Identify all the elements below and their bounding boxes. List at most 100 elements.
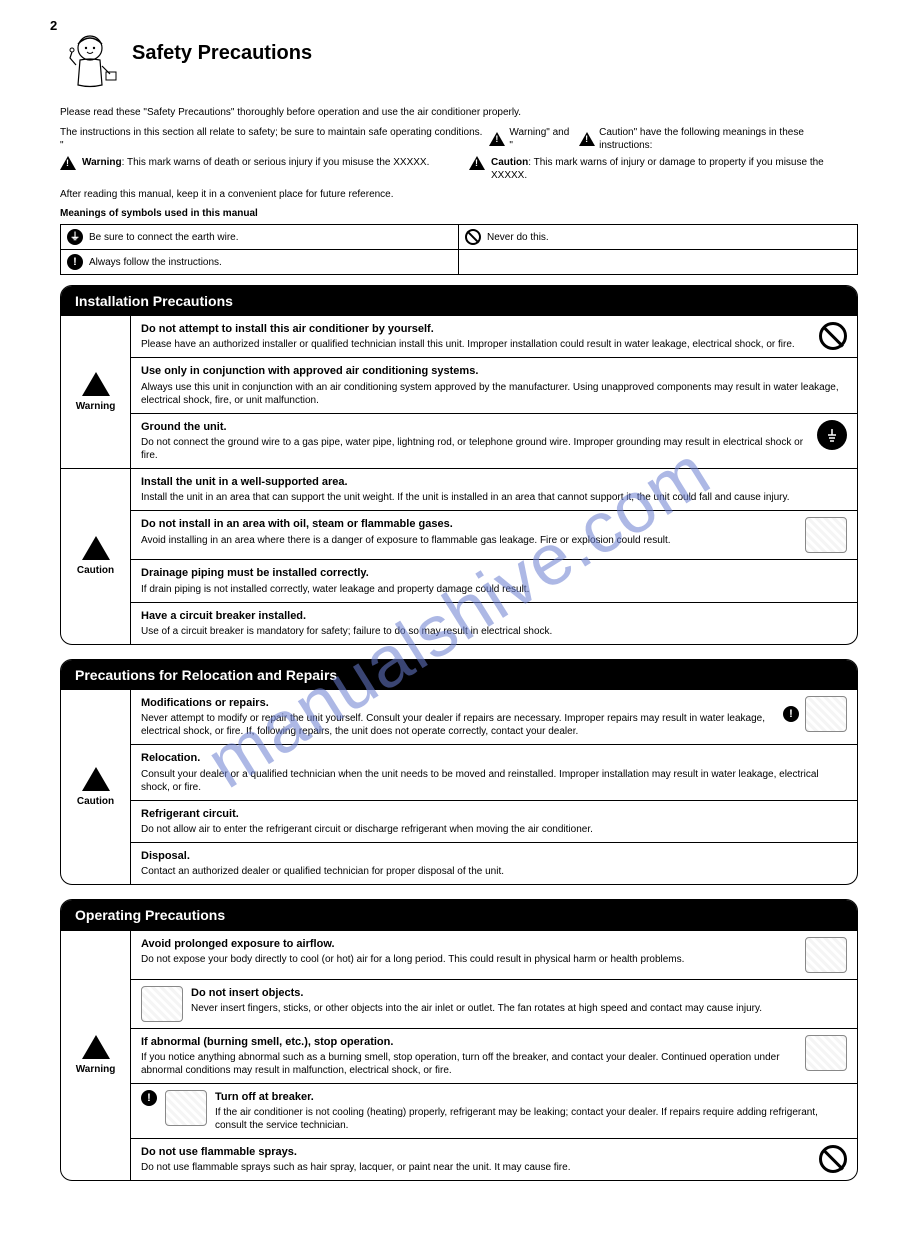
op-row: ! Turn off at breaker.If the air conditi… bbox=[131, 1084, 857, 1139]
row-heading: Have a circuit breaker installed. bbox=[141, 609, 847, 623]
op-row: If abnormal (burning smell, etc.), stop … bbox=[131, 1029, 857, 1084]
caution-side: Caution bbox=[61, 690, 131, 884]
warning-triangle-icon bbox=[82, 1035, 110, 1059]
follow-icon: ! bbox=[783, 706, 799, 722]
airflow-illustration bbox=[805, 937, 847, 973]
intro-suffix: Caution" have the following meanings in … bbox=[599, 126, 858, 152]
op-row: Avoid prolonged exposure to airflow. Do n… bbox=[131, 931, 857, 980]
symbol-meanings-table: ⏚ Be sure to connect the earth wire. Nev… bbox=[60, 224, 858, 275]
reloc-row: Modifications or repairs. Never attempt t… bbox=[131, 690, 857, 745]
relocation-panel: Precautions for Relocation and Repairs C… bbox=[60, 659, 858, 885]
install-row: Do not install in an area with oil, stea… bbox=[131, 511, 857, 560]
row-body: Always use this unit in conjunction with… bbox=[141, 381, 847, 407]
row-heading: If abnormal (burning smell, etc.), stop … bbox=[141, 1035, 797, 1049]
warning-triangle-icon bbox=[489, 132, 505, 146]
row-body: Please have an authorized installer or q… bbox=[141, 338, 811, 351]
installation-header: Installation Precautions bbox=[61, 286, 857, 316]
row-heading: Disposal. bbox=[141, 849, 847, 863]
install-row: Do not attempt to install this air condi… bbox=[131, 316, 857, 358]
caution-label: Caution bbox=[77, 564, 114, 577]
breaker-off-illustration bbox=[165, 1090, 207, 1126]
operating-panel: Operating Precautions Warning Avoid prol… bbox=[60, 899, 858, 1181]
caution-def: This mark warns of injury or damage to p… bbox=[491, 157, 824, 181]
caution-triangle-icon bbox=[82, 767, 110, 791]
follow-icon: ! bbox=[67, 254, 83, 270]
reloc-row: Disposal. Contact an authorized dealer or… bbox=[131, 843, 857, 884]
install-row: Use only in conjunction with approved ai… bbox=[131, 358, 857, 413]
caution-triangle-icon bbox=[579, 132, 595, 146]
ground-text: Be sure to connect the earth wire. bbox=[89, 231, 239, 244]
row-heading: Avoid prolonged exposure to airflow. bbox=[141, 937, 797, 951]
row-body: Avoid installing in an area where there … bbox=[141, 534, 797, 547]
row-heading: Do not use flammable sprays. bbox=[141, 1145, 811, 1159]
never-text: Never do this. bbox=[487, 231, 549, 244]
gas-illustration bbox=[805, 517, 847, 553]
row-heading: Relocation. bbox=[141, 751, 847, 765]
caution-triangle-icon bbox=[82, 536, 110, 560]
warning-label: Warning bbox=[76, 1063, 116, 1076]
install-row: Drainage piping must be installed correc… bbox=[131, 560, 857, 602]
row-body: If the air conditioner is not cooling (h… bbox=[215, 1106, 847, 1132]
install-row: Ground the unit. Do not connect the groun… bbox=[131, 414, 857, 468]
warning-side: Warning bbox=[61, 931, 131, 1181]
row-heading: Do not insert objects. bbox=[191, 986, 847, 1000]
caution-label: Caution bbox=[77, 795, 114, 808]
definitions: Warning: This mark warns of death or ser… bbox=[60, 156, 858, 182]
prohibit-icon bbox=[465, 229, 481, 245]
warning-def: This mark warns of death or serious inju… bbox=[127, 157, 429, 168]
row-heading: Refrigerant circuit. bbox=[141, 807, 847, 821]
install-row: Have a circuit breaker installed.Use of … bbox=[131, 603, 857, 644]
meaning-ground: ⏚ Be sure to connect the earth wire. bbox=[61, 225, 459, 250]
intro-mid: Warning" and " bbox=[509, 126, 575, 152]
follow-text: Always follow the instructions. bbox=[89, 256, 222, 269]
meaning-empty bbox=[459, 250, 857, 274]
warning-icon bbox=[60, 156, 76, 170]
after-reading: After reading this manual, keep it in a … bbox=[60, 188, 858, 202]
symbols-heading: Meanings of symbols used in this manual bbox=[60, 207, 858, 220]
ground-icon bbox=[817, 420, 847, 450]
breaker-illustration bbox=[805, 696, 847, 732]
prohibit-icon bbox=[819, 1145, 847, 1173]
row-heading: Use only in conjunction with approved ai… bbox=[141, 364, 847, 378]
caution-icon bbox=[469, 156, 485, 170]
operating-header: Operating Precautions bbox=[61, 900, 857, 930]
intro-prefix: The instructions in this section all rel… bbox=[60, 126, 485, 152]
page-title: Safety Precautions bbox=[132, 40, 312, 66]
row-heading: Drainage piping must be installed correc… bbox=[141, 566, 847, 580]
insert-illustration bbox=[141, 986, 183, 1022]
installation-panel: Installation Precautions Warning Do not … bbox=[60, 285, 858, 645]
row-heading: Turn off at breaker. bbox=[215, 1090, 847, 1104]
caution-side: Caution bbox=[61, 469, 131, 644]
row-body: Do not connect the ground wire to a gas … bbox=[141, 436, 809, 462]
row-body: Do not expose your body directly to cool… bbox=[141, 953, 797, 966]
smell-illustration bbox=[805, 1035, 847, 1071]
warning-side: Warning bbox=[61, 316, 131, 468]
header: Safety Precautions bbox=[60, 30, 858, 100]
row-body: Never insert fingers, sticks, or other o… bbox=[191, 1002, 847, 1015]
op-row: Do not insert objects. Never insert finge… bbox=[131, 980, 857, 1029]
warning-label: Warning bbox=[76, 400, 116, 413]
row-heading: Modifications or repairs. bbox=[141, 696, 775, 710]
row-heading: Do not attempt to install this air condi… bbox=[141, 322, 811, 336]
row-heading: Install the unit in a well-supported are… bbox=[141, 475, 847, 489]
row-heading: Ground the unit. bbox=[141, 420, 809, 434]
reloc-row: Refrigerant circuit.Do not allow air to … bbox=[131, 801, 857, 843]
page-number: 2 bbox=[50, 18, 57, 35]
row-heading: Do not install in an area with oil, stea… bbox=[141, 517, 797, 531]
prohibit-icon bbox=[819, 322, 847, 350]
warning-triangle-icon bbox=[82, 372, 110, 396]
op-row: Do not use flammable sprays.Do not use f… bbox=[131, 1139, 857, 1180]
ground-icon: ⏚ bbox=[67, 229, 83, 245]
row-body: If drain piping is not installed correct… bbox=[141, 583, 847, 596]
intro-text-1: Please read these "Safety Precautions" t… bbox=[60, 106, 858, 120]
reloc-row: Relocation. Consult your dealer or a qual… bbox=[131, 745, 857, 800]
row-body: If you notice anything abnormal such as … bbox=[141, 1051, 797, 1077]
row-body: Install the unit in an area that can sup… bbox=[141, 491, 847, 504]
mascot-illustration bbox=[60, 30, 120, 100]
row-body: Never attempt to modify or repair the un… bbox=[141, 712, 775, 738]
install-row: Install the unit in a well-supported are… bbox=[131, 469, 857, 511]
row-body: Consult your dealer or a qualified techn… bbox=[141, 768, 847, 794]
meaning-never: Never do this. bbox=[459, 225, 857, 250]
row-body: Contact an authorized dealer or qualifie… bbox=[141, 865, 847, 878]
relocation-header: Precautions for Relocation and Repairs bbox=[61, 660, 857, 690]
